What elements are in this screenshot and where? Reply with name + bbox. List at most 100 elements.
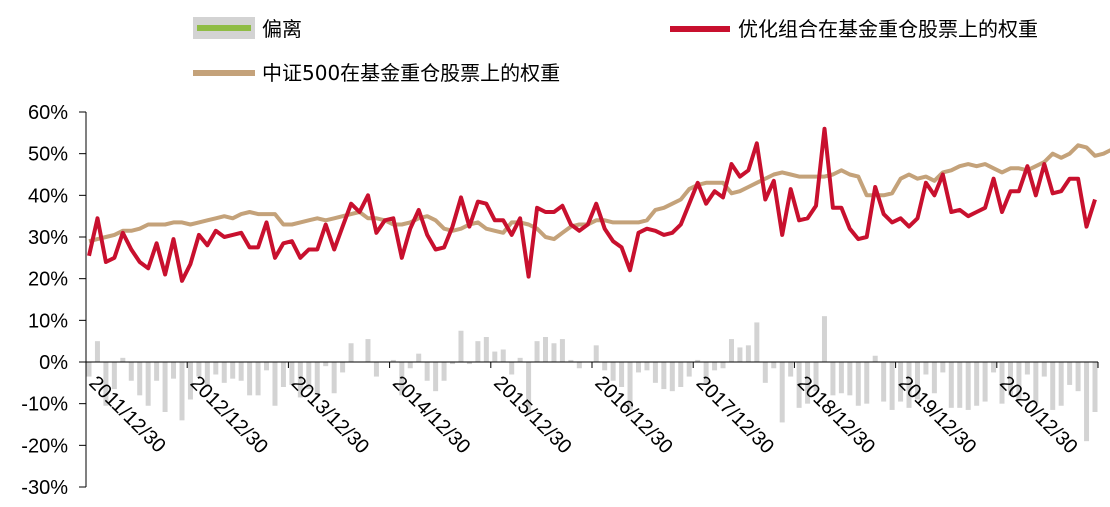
- deviation-bar: [627, 362, 633, 410]
- deviation-bar: [179, 362, 185, 421]
- deviation-bar: [602, 362, 608, 371]
- deviation-bar: [162, 362, 168, 412]
- deviation-bar: [272, 362, 278, 406]
- deviation-bar: [678, 362, 684, 387]
- deviation-bar: [390, 359, 396, 362]
- deviation-bar: [331, 362, 337, 394]
- deviation-bar: [517, 357, 523, 362]
- deviation-bar: [373, 362, 379, 377]
- deviation-bar: [619, 362, 625, 387]
- deviation-bar: [720, 362, 726, 369]
- x-tick-label: 2020/12/30: [995, 372, 1081, 458]
- deviation-bar: [348, 343, 354, 362]
- series-line-optimized: [87, 126, 1097, 283]
- deviation-bar: [297, 362, 303, 398]
- deviation-bar: [610, 362, 616, 381]
- deviation-bar: [204, 362, 210, 387]
- deviation-bar: [407, 362, 413, 369]
- deviation-bar: [957, 362, 963, 408]
- deviation-bar: [1084, 362, 1090, 442]
- deviation-bar: [644, 362, 650, 371]
- y-tick-label: -20%: [21, 435, 68, 457]
- deviation-bar: [1058, 362, 1064, 406]
- deviation-bar: [441, 362, 447, 381]
- deviation-bar: [906, 362, 912, 408]
- deviation-bar: [314, 362, 320, 394]
- y-axis: 60% 50% 40% 30% 20% 10% 0% -10% -20% -30%: [21, 102, 87, 499]
- series-line-csi500: [88, 143, 1110, 244]
- deviation-bar: [923, 362, 929, 375]
- deviation-bar: [703, 362, 709, 383]
- deviation-bar: [264, 362, 270, 371]
- deviation-bar: [695, 359, 701, 362]
- deviation-bar: [635, 362, 641, 373]
- deviation-bar: [1007, 362, 1013, 396]
- deviation-bar: [593, 345, 599, 362]
- deviation-bar: [999, 362, 1005, 404]
- deviation-bar: [1033, 362, 1039, 404]
- deviation-bar: [568, 359, 574, 362]
- y-tick-label: 10%: [28, 310, 68, 332]
- deviation-bar: [86, 362, 92, 377]
- deviation-bar: [889, 362, 895, 410]
- deviation-bar: [982, 362, 988, 402]
- deviation-bar: [500, 349, 506, 362]
- deviation-bar: [855, 362, 861, 406]
- deviation-bar: [762, 362, 768, 383]
- deviation-bar: [466, 362, 472, 365]
- deviation-bar: [534, 341, 540, 362]
- deviation-bar: [754, 322, 760, 362]
- x-tick-label: 2015/12/30: [489, 372, 575, 458]
- y-tick-label: 20%: [28, 269, 68, 291]
- deviation-bar: [881, 362, 887, 402]
- deviation-bar: [365, 339, 371, 362]
- x-tick-label: 2017/12/30: [692, 372, 778, 458]
- deviation-bar: [120, 357, 126, 362]
- deviation-bar: [745, 345, 751, 362]
- deviation-bar: [838, 362, 844, 394]
- legend-swatch-deviation-fill: [197, 25, 251, 31]
- legend-label-deviation: 偏离: [262, 17, 302, 41]
- deviation-bars: [86, 316, 1098, 442]
- deviation-bar: [213, 362, 219, 375]
- deviation-bar: [1067, 362, 1073, 385]
- deviation-bar: [1092, 362, 1098, 412]
- deviation-bar: [230, 362, 236, 379]
- deviation-bar: [788, 362, 794, 377]
- legend-label-optimized: 优化组合在基金重仓股票上的权重: [738, 17, 1038, 41]
- x-tick-label: 2013/12/30: [287, 372, 373, 458]
- legend-item-csi500: 中证500在基金重仓股票上的权重: [193, 61, 560, 85]
- deviation-bar: [247, 362, 253, 396]
- deviation-bar: [821, 316, 827, 362]
- deviation-bar: [864, 362, 870, 404]
- deviation-bar: [1050, 362, 1056, 410]
- deviation-bar: [399, 362, 405, 396]
- deviation-bar: [492, 351, 498, 362]
- deviation-bar: [872, 355, 878, 362]
- deviation-bar: [847, 362, 853, 396]
- legend-item-deviation: 偏离: [193, 17, 302, 41]
- deviation-bar: [128, 362, 134, 381]
- deviation-bar: [289, 362, 295, 385]
- deviation-bar: [475, 341, 481, 362]
- legend: 偏离 优化组合在基金重仓股票上的权重 中证500在基金重仓股票上的权重: [193, 17, 1038, 85]
- deviation-bar: [779, 362, 785, 423]
- deviation-bar: [712, 362, 718, 371]
- x-tick-label: 2011/12/30: [84, 372, 169, 457]
- deviation-bar: [805, 362, 811, 404]
- deviation-bar: [433, 362, 439, 392]
- y-tick-label: 0%: [39, 352, 68, 374]
- deviation-bar: [914, 362, 920, 400]
- y-tick-label: 60%: [28, 102, 68, 124]
- deviation-bar: [576, 362, 582, 369]
- deviation-bar: [323, 362, 329, 367]
- deviation-bar: [221, 362, 227, 383]
- deviation-bar: [813, 362, 819, 392]
- deviation-bar: [171, 362, 177, 379]
- deviation-bar: [196, 362, 202, 377]
- deviation-bar: [737, 347, 743, 362]
- deviation-bar: [424, 362, 430, 381]
- deviation-bar: [974, 362, 980, 406]
- deviation-bar: [103, 362, 109, 406]
- deviation-bar: [187, 362, 193, 400]
